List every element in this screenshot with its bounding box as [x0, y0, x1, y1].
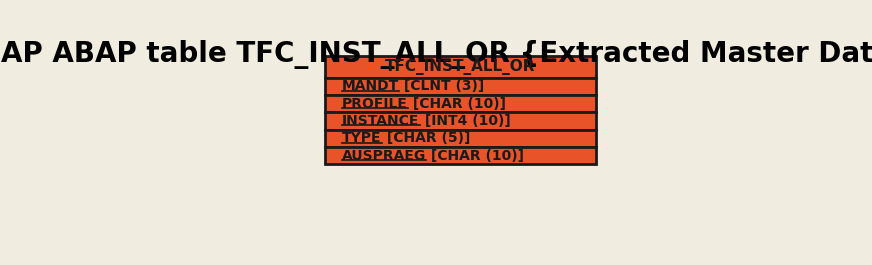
Text: [CHAR (5)]: [CHAR (5)] [382, 131, 470, 145]
Text: SAP ABAP table TFC_INST_ALL_OR {Extracted Master Data}: SAP ABAP table TFC_INST_ALL_OR {Extracte… [0, 40, 872, 69]
Text: [CHAR (10)]: [CHAR (10)] [408, 97, 506, 111]
FancyBboxPatch shape [325, 78, 596, 95]
Text: AUSPRAEG: AUSPRAEG [342, 149, 426, 163]
FancyBboxPatch shape [325, 95, 596, 112]
Text: [CHAR (10)]: [CHAR (10)] [426, 149, 524, 163]
FancyBboxPatch shape [325, 130, 596, 147]
Text: MANDT: MANDT [342, 80, 399, 93]
FancyBboxPatch shape [325, 56, 596, 78]
Text: PROFILE: PROFILE [342, 97, 408, 111]
Text: TYPE: TYPE [342, 131, 382, 145]
Text: [CLNT (3)]: [CLNT (3)] [399, 80, 485, 93]
Text: TFC_INST_ALL_OR: TFC_INST_ALL_OR [385, 59, 535, 75]
FancyBboxPatch shape [325, 112, 596, 130]
FancyBboxPatch shape [325, 147, 596, 164]
Text: INSTANCE: INSTANCE [342, 114, 419, 128]
Text: [INT4 (10)]: [INT4 (10)] [419, 114, 510, 128]
